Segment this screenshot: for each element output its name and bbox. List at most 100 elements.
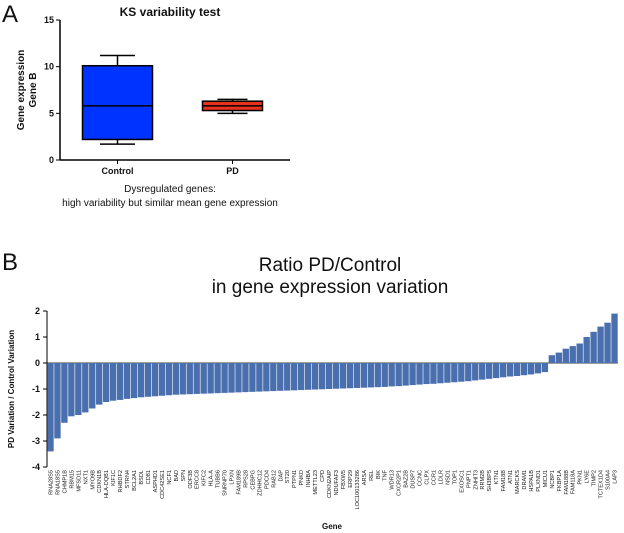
bar xyxy=(555,352,562,363)
bar xyxy=(534,363,542,374)
bar xyxy=(318,363,326,390)
panel-label: B xyxy=(2,249,18,276)
bar xyxy=(548,355,556,363)
x-tick-label: SPN xyxy=(181,470,187,482)
bar xyxy=(123,363,131,399)
bar xyxy=(75,363,82,415)
x-tick-label: INHBA xyxy=(306,470,312,487)
x-tick-label: ATN1 xyxy=(508,470,514,484)
bar xyxy=(304,363,312,390)
x-tick-label: HLA-DQB1 xyxy=(104,470,110,498)
y-tick-label: -3 xyxy=(32,436,40,446)
bar xyxy=(256,363,263,392)
bar xyxy=(590,331,597,363)
bar xyxy=(179,363,186,395)
x-tick-label: PTPN1 xyxy=(292,470,298,488)
bar xyxy=(151,363,159,397)
x-tick-label: ZDHHC12 xyxy=(257,470,263,496)
bar xyxy=(332,363,340,389)
y-tick-label: 5 xyxy=(49,108,54,118)
bar xyxy=(291,363,298,391)
y-axis-label: Gene expression xyxy=(16,50,27,131)
bar xyxy=(109,363,117,401)
annotation: Dysregulated genes: xyxy=(124,184,216,195)
bar xyxy=(437,363,444,384)
bar xyxy=(311,363,319,390)
x-tick-label: FKBP1A xyxy=(557,470,563,492)
chart-title: in gene expression variation xyxy=(212,277,449,298)
bar xyxy=(263,363,270,392)
x-axis-label: Gene xyxy=(322,522,343,531)
bar xyxy=(513,363,521,376)
y-axis-label: Gene B xyxy=(28,72,39,107)
x-tick-label: KIF1C xyxy=(111,470,117,486)
bar xyxy=(277,363,284,391)
bar xyxy=(89,363,96,409)
bar xyxy=(116,363,124,400)
bar xyxy=(339,363,347,389)
x-tick-label: LPXN xyxy=(230,470,236,485)
x-tick-label: CCNC xyxy=(418,470,424,486)
x-tick-label: CD81 xyxy=(146,470,152,484)
bar xyxy=(562,348,569,363)
bar xyxy=(137,363,145,398)
bar xyxy=(423,363,430,385)
bar xyxy=(186,363,193,395)
bar xyxy=(492,363,500,379)
bar xyxy=(221,363,228,393)
bar xyxy=(541,363,549,373)
x-tick-label: CDC42SE1 xyxy=(160,470,166,499)
bar xyxy=(451,363,458,383)
bar xyxy=(416,363,423,385)
x-tick-label: Control xyxy=(102,166,134,176)
x-tick-label: ERP29 xyxy=(348,470,354,488)
x-tick-label: BAD xyxy=(174,470,180,482)
x-tick-label: ST20 xyxy=(285,470,291,483)
chart-title: Ratio PD/Control xyxy=(259,255,402,276)
bar xyxy=(47,363,54,452)
y-tick-label: -1 xyxy=(32,384,40,394)
x-tick-label: FAM188B xyxy=(564,470,570,495)
y-tick-label: 0 xyxy=(35,358,40,368)
x-tick-label: LOC100133286 xyxy=(355,470,361,510)
x-tick-label: DAP xyxy=(278,470,284,482)
x-tick-label: LY6E xyxy=(585,470,591,484)
bar xyxy=(360,363,368,388)
x-tick-label: CXCR2P1 xyxy=(397,470,403,496)
x-tick-label: RAB12 xyxy=(271,470,277,488)
x-tick-label: TNF xyxy=(383,469,389,480)
bar xyxy=(242,363,249,393)
x-tick-label: DUSP7 xyxy=(411,470,417,489)
bar xyxy=(193,363,200,394)
x-tick-label: METTL23 xyxy=(313,470,319,495)
bar xyxy=(479,363,486,380)
x-tick-label: PDCD4 xyxy=(264,470,270,489)
y-axis-label: PD Variation / Control Variation xyxy=(7,330,16,448)
x-tick-label: CHMP1B xyxy=(62,470,68,494)
bar xyxy=(569,346,576,363)
panel-label: A xyxy=(2,1,18,28)
x-tick-label: BCL2A1 xyxy=(132,470,138,491)
bar xyxy=(444,363,451,383)
x-tick-label: RBM15 xyxy=(69,470,75,489)
x-tick-label: NCF1 xyxy=(167,470,173,485)
y-tick-label: 0 xyxy=(49,155,54,165)
x-tick-label: MARCKS xyxy=(515,470,521,494)
x-tick-label: FBXW5 xyxy=(341,470,347,489)
annotation: high variability but similar mean gene e… xyxy=(62,198,278,209)
bar xyxy=(367,363,374,388)
x-tick-label: SH3BP5 xyxy=(487,470,493,491)
bar xyxy=(54,363,61,439)
x-tick-label: FAM118A xyxy=(571,470,577,494)
bar xyxy=(68,363,75,417)
bar xyxy=(353,363,361,388)
x-tick-label: PKN1 xyxy=(578,470,584,485)
x-tick-label: LDLR xyxy=(438,470,444,484)
bar xyxy=(200,363,207,394)
x-tick-label: BSDL xyxy=(139,470,145,485)
x-tick-label: RRM2B xyxy=(480,470,486,490)
x-tick-label: FAM18B xyxy=(501,470,507,492)
x-tick-label: ODF3B xyxy=(188,470,194,489)
bar xyxy=(520,363,528,376)
bar xyxy=(270,363,277,392)
